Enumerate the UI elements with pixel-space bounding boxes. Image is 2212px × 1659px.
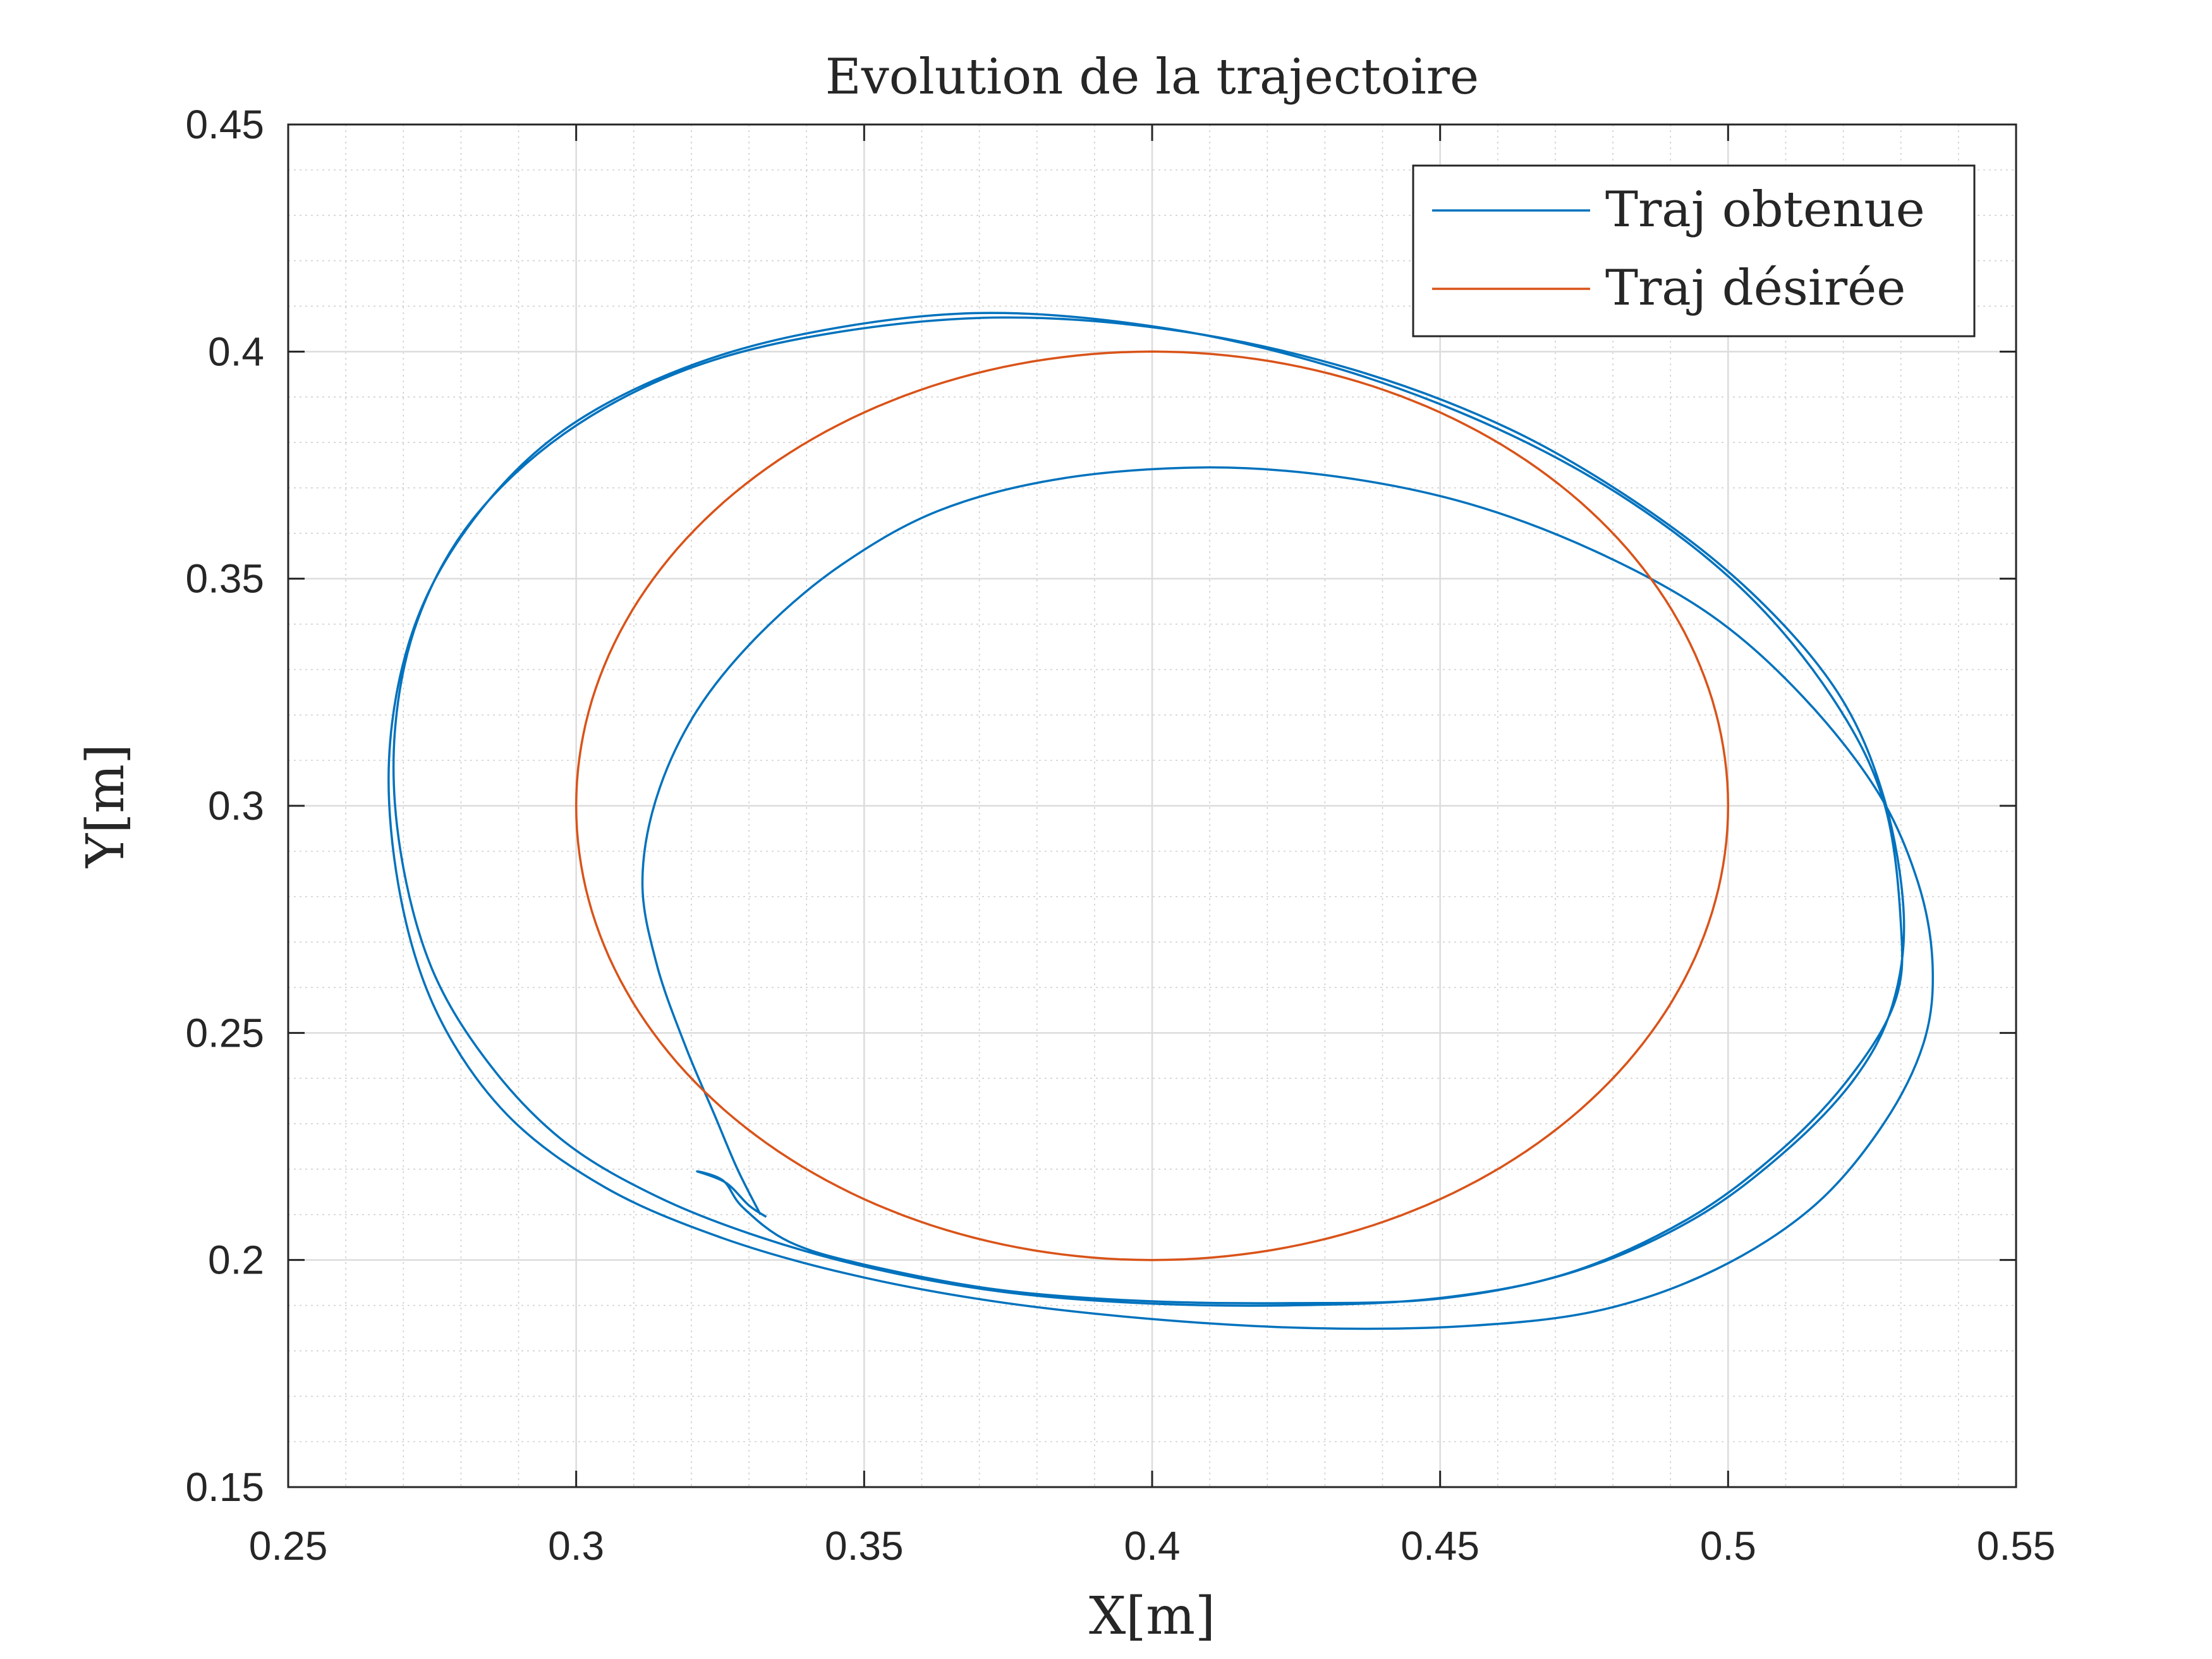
axis-ticks xyxy=(287,123,2017,1488)
plot-layer xyxy=(387,312,1935,1330)
legend-label-desiree: Traj désirée xyxy=(1605,260,1905,317)
y-tick-label: 0.3 xyxy=(208,783,264,829)
y-tick-label: 0.35 xyxy=(185,556,264,602)
x-tick-label: 0.25 xyxy=(249,1523,328,1569)
x-axis-label: X[m] xyxy=(1089,1586,1215,1646)
legend-label-obtenue: Traj obtenue xyxy=(1605,181,1925,238)
legend-box xyxy=(1412,164,1976,337)
y-tick-label: 0.2 xyxy=(208,1237,264,1283)
x-tick-label: 0.3 xyxy=(548,1523,604,1569)
x-tick-labels: 0.25 0.3 0.35 0.4 0.45 0.5 0.55 xyxy=(249,1523,2056,1569)
legend: Traj obtenue Traj désirée xyxy=(1412,164,1976,337)
series-line-0 xyxy=(387,312,1935,1330)
y-axis-label: Y[m] xyxy=(76,744,136,868)
x-tick-label: 0.55 xyxy=(1977,1523,2056,1569)
x-tick-label: 0.35 xyxy=(825,1523,904,1569)
chart-title: Evolution de la trajectoire xyxy=(825,49,1479,106)
x-tick-label: 0.45 xyxy=(1401,1523,1480,1569)
y-tick-label: 0.25 xyxy=(185,1010,264,1055)
y-tick-labels: 0.15 0.2 0.25 0.3 0.35 0.4 0.45 xyxy=(185,102,264,1510)
x-tick-label: 0.4 xyxy=(1124,1523,1181,1569)
y-tick-label: 0.15 xyxy=(185,1464,264,1510)
y-tick-label: 0.4 xyxy=(208,329,264,374)
x-tick-label: 0.5 xyxy=(1700,1523,1756,1569)
y-tick-label: 0.45 xyxy=(185,102,264,147)
series-line-1 xyxy=(574,350,1730,1261)
